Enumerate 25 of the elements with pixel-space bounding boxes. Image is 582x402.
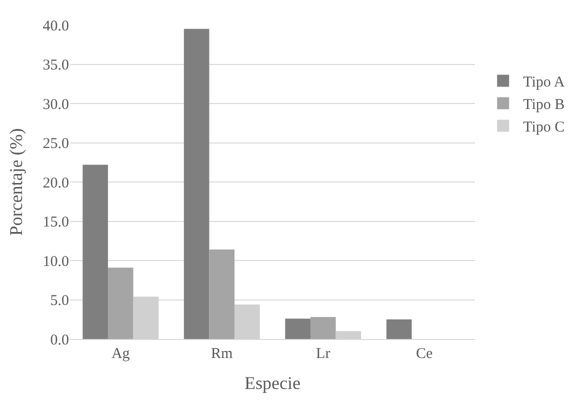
y-tick-label: 0.0 [50,332,69,348]
y-tick-label: 40.0 [42,18,69,34]
x-tick-label: Ce [416,346,434,362]
bar [285,318,310,339]
x-axis-title: Especie [244,373,300,394]
x-tick-label: Ag [111,346,130,362]
legend-label: Tipo C [523,120,565,136]
y-axis-title: Porcentaje (%) [6,128,26,236]
bar [386,319,412,339]
legend-label: Tipo A [523,74,565,91]
y-tick-label: 10.0 [42,254,69,270]
y-tick-label: 20.0 [42,175,69,192]
bar [184,28,210,339]
y-tick-label: 15.0 [42,214,69,230]
y-tick-label: 35.0 [42,58,69,74]
y-tick-label: 25.0 [42,136,69,152]
x-tick-label: Rm [211,346,234,362]
bar [209,250,235,339]
bar [108,268,134,339]
bar [82,164,108,339]
legend-label: Tipo B [523,97,565,114]
bar [310,317,336,339]
x-tick-label: Lr [316,346,330,362]
y-tick-label: 30.0 [42,96,69,113]
y-tick-label: 5.0 [50,293,69,309]
